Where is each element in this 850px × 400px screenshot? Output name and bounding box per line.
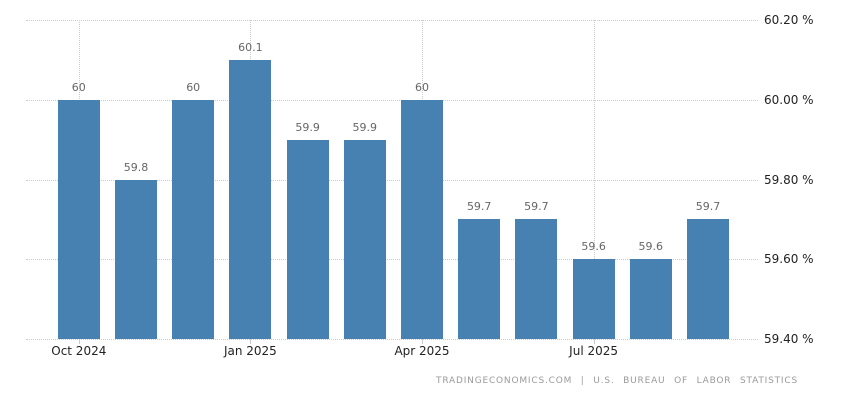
x-axis-tick-mark	[593, 339, 595, 344]
bar[interactable]	[687, 219, 729, 339]
x-axis-tick-mark	[78, 339, 80, 344]
bar[interactable]	[286, 139, 329, 339]
bar[interactable]	[572, 259, 615, 339]
bar[interactable]	[343, 139, 386, 339]
bar-value-label: 60.1	[238, 40, 263, 54]
y-gridline	[26, 179, 758, 181]
bar[interactable]	[229, 59, 272, 339]
bar-value-label: 59.9	[295, 120, 320, 134]
x-axis-tick-label: Oct 2024	[51, 344, 107, 358]
x-axis-tick-label: Jul 2025	[569, 344, 619, 358]
x-axis-tick-mark	[250, 339, 252, 344]
y-axis-tick-label: 60.00 %	[764, 92, 814, 107]
bar-value-label: 60	[71, 80, 86, 94]
bar[interactable]	[115, 179, 157, 339]
bar-value-label: 59.8	[123, 160, 149, 174]
bar-value-label: 60	[186, 80, 201, 94]
y-axis-tick-label: 60.20 %	[764, 13, 814, 27]
bar[interactable]	[458, 219, 501, 339]
bar[interactable]	[401, 99, 443, 339]
bar-value-label: 59.9	[352, 120, 378, 134]
bar-value-label: 59.7	[695, 200, 721, 214]
bar-value-label: 59.6	[638, 240, 664, 254]
bar-value-label: 60	[415, 80, 429, 94]
y-gridline	[26, 20, 758, 21]
bar-value-label: 59.7	[524, 200, 549, 214]
x-axis-tick-label: Apr 2025	[394, 344, 450, 358]
bar[interactable]	[57, 99, 100, 339]
y-axis-tick-label: 59.40 %	[764, 332, 814, 346]
y-gridline	[26, 339, 758, 340]
bar[interactable]	[515, 219, 558, 339]
x-gridline	[593, 20, 595, 339]
bar[interactable]	[629, 259, 672, 339]
y-axis-tick-label: 59.80 %	[764, 172, 814, 187]
bar[interactable]	[172, 99, 215, 339]
x-axis-tick-mark	[422, 339, 423, 344]
y-axis-tick-label: 59.60 %	[764, 252, 814, 267]
x-axis-tick-label: Jan 2025	[223, 344, 277, 358]
bar-value-label: 59.7	[466, 200, 492, 214]
bar-value-label: 59.6	[581, 240, 606, 254]
chart-source-attribution: TRADINGECONOMICS.COM | U.S. BUREAU OF LA…	[436, 376, 798, 386]
y-gridline	[26, 99, 758, 101]
plot-area: 60 59.8 60 60.1 59.9 59.9 60 59.7 59.7 59.6 59.6 59…	[26, 20, 758, 340]
y-gridline	[26, 259, 758, 261]
